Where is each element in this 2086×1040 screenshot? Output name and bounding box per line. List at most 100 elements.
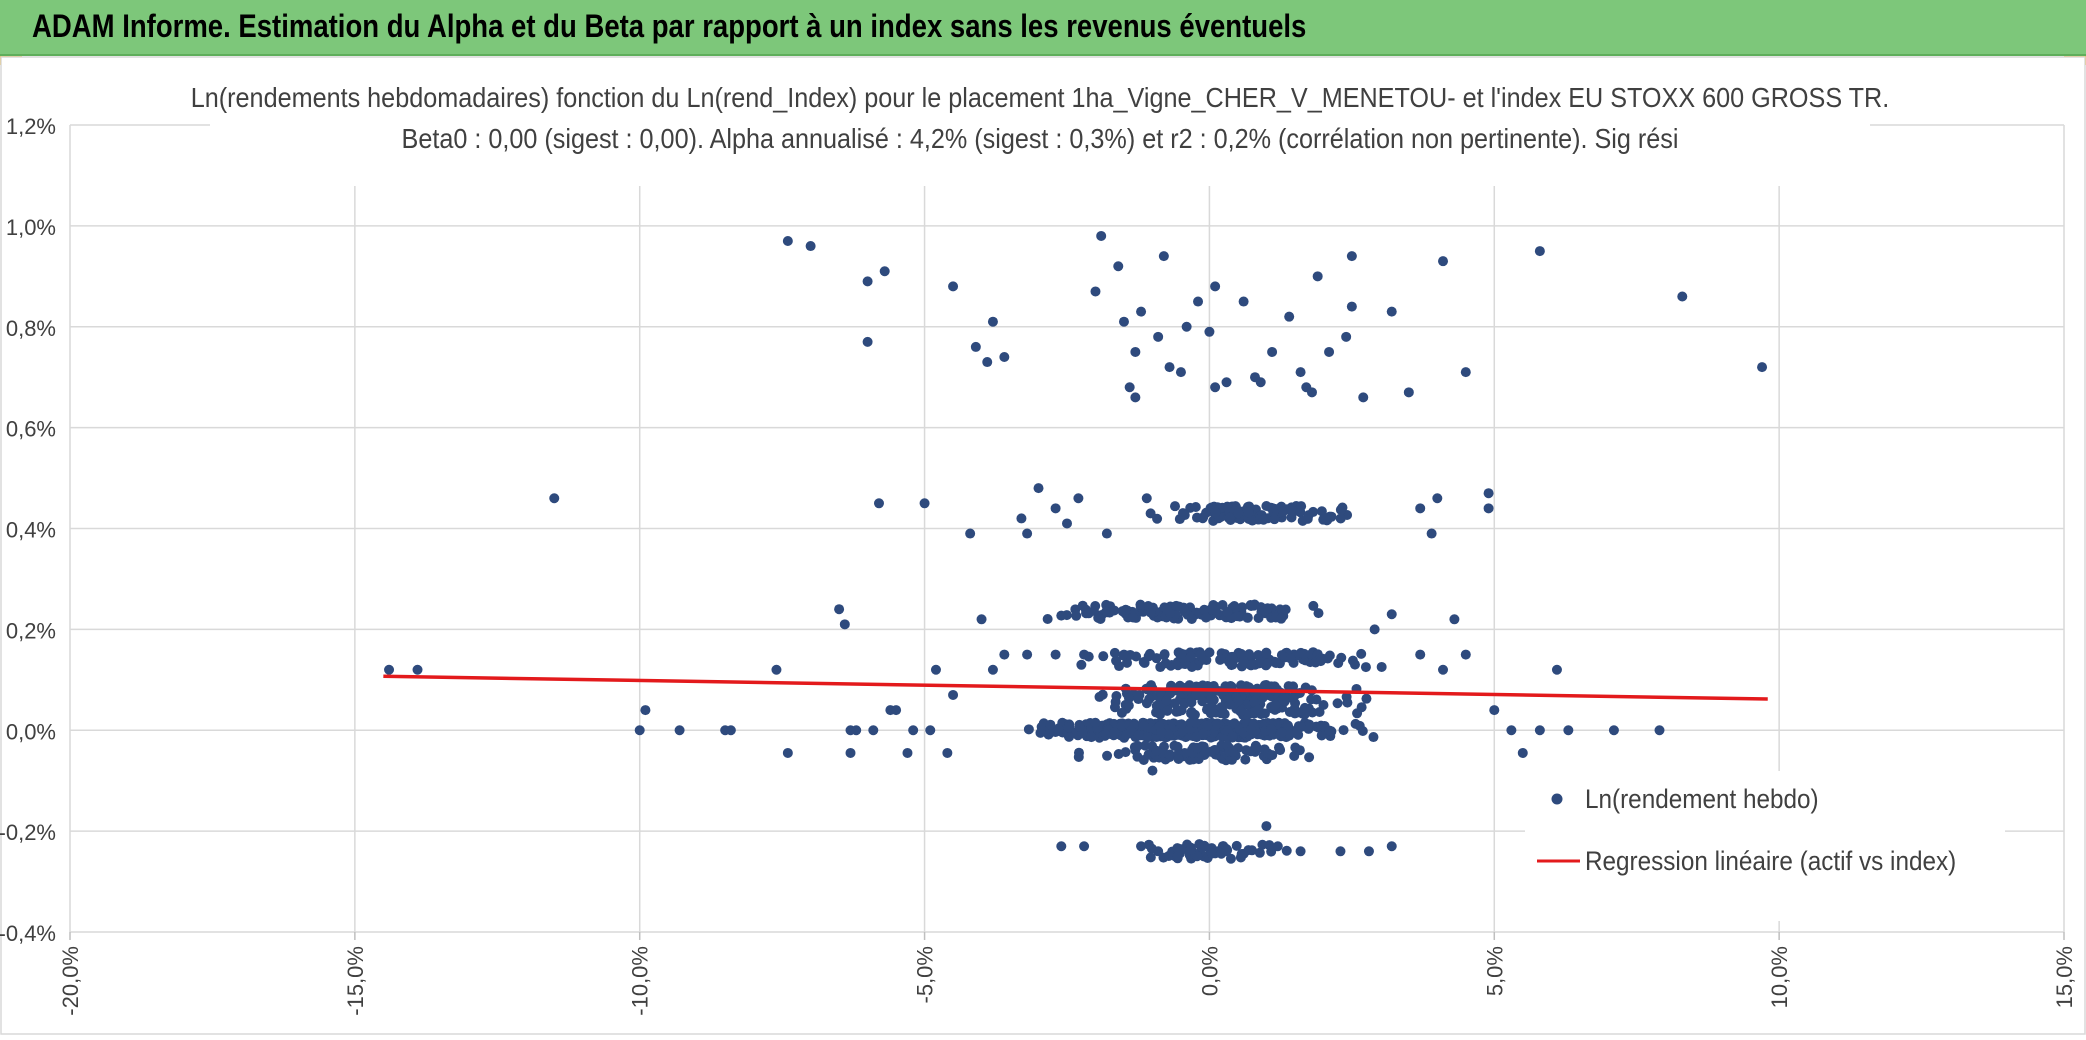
chart-area: -20,0% -15,0% -10,0% -5,0% 0,0% 5,0% 10,0% 15,0… bbox=[0, 56, 2086, 1035]
scatter-point bbox=[1145, 508, 1156, 519]
scatter-point bbox=[1170, 501, 1181, 512]
scatter-point bbox=[1563, 725, 1574, 736]
scatter-point bbox=[1221, 377, 1232, 388]
scatter-point bbox=[1113, 261, 1124, 272]
scatter-point bbox=[1130, 346, 1141, 357]
scatter-point bbox=[1197, 696, 1208, 707]
scatter-point bbox=[1231, 840, 1242, 851]
scatter-point bbox=[384, 664, 395, 675]
scatter-point bbox=[1261, 821, 1272, 832]
scatter-point bbox=[412, 664, 423, 675]
scatter-point bbox=[1551, 664, 1562, 675]
scatter-point bbox=[834, 604, 845, 615]
scatter-point bbox=[1489, 705, 1500, 716]
scatter-point bbox=[1109, 605, 1120, 616]
scatter-point bbox=[1190, 717, 1201, 728]
scatter-point bbox=[1483, 488, 1494, 499]
scatter-point bbox=[1109, 727, 1120, 738]
scatter-point bbox=[1074, 721, 1085, 732]
scatter-point bbox=[1415, 649, 1426, 660]
scatter-point bbox=[1360, 662, 1371, 673]
scatter-point bbox=[948, 689, 959, 700]
scatter-point bbox=[1173, 754, 1184, 765]
scatter-point bbox=[634, 725, 645, 736]
scatter-point bbox=[1050, 649, 1061, 660]
scatter-point bbox=[1056, 610, 1067, 621]
scatter-point bbox=[1088, 605, 1099, 616]
scatter-point bbox=[782, 747, 793, 758]
scatter-point bbox=[873, 498, 884, 509]
x-tick-label: -5,0% bbox=[913, 946, 938, 1003]
scatter-point bbox=[1308, 600, 1319, 611]
scatter-point bbox=[1205, 746, 1216, 757]
scatter-point bbox=[1357, 726, 1368, 737]
scatter-point bbox=[1272, 841, 1283, 852]
scatter-point bbox=[1142, 732, 1153, 743]
scatter-point bbox=[1225, 853, 1236, 864]
scatter-point bbox=[1295, 367, 1306, 378]
scatter-point bbox=[1295, 846, 1306, 857]
scatter-point bbox=[930, 664, 941, 675]
scatter-point bbox=[674, 725, 685, 736]
scatter-point bbox=[845, 747, 856, 758]
x-tick-label: 5,0% bbox=[1482, 946, 1507, 996]
scatter-point bbox=[1177, 508, 1188, 519]
scatter-point bbox=[1053, 725, 1064, 736]
scatter-point bbox=[1284, 311, 1295, 322]
x-tick-label: -10,0% bbox=[628, 946, 653, 1016]
scatter-point bbox=[1449, 614, 1460, 625]
scatter-chart: -20,0% -15,0% -10,0% -5,0% 0,0% 5,0% 10,0% 15,0… bbox=[0, 56, 2086, 1035]
scatter-point bbox=[1322, 653, 1333, 664]
scatter-point bbox=[725, 725, 736, 736]
scatter-point bbox=[1178, 602, 1189, 613]
scatter-point bbox=[1204, 647, 1215, 658]
scatter-point bbox=[1120, 604, 1131, 615]
scatter-point bbox=[640, 705, 651, 716]
scatter-point bbox=[1269, 514, 1280, 525]
scatter-point bbox=[1133, 694, 1144, 705]
y-tick-label: 1,2% bbox=[6, 114, 56, 139]
scatter-point bbox=[879, 266, 890, 277]
scatter-point bbox=[1332, 698, 1343, 709]
scatter-point bbox=[839, 619, 850, 630]
scatter-point bbox=[1207, 604, 1218, 615]
scatter-point bbox=[1320, 513, 1331, 524]
y-tick-label: -0,4% bbox=[0, 921, 56, 946]
scatter-point bbox=[1143, 651, 1154, 662]
scatter-point bbox=[1207, 703, 1218, 714]
scatter-point bbox=[1077, 600, 1088, 611]
scatter-point bbox=[1145, 852, 1156, 863]
scatter-point bbox=[1162, 705, 1173, 716]
scatter-point bbox=[999, 352, 1010, 363]
scatter-point bbox=[1042, 613, 1053, 624]
scatter-point bbox=[1116, 721, 1127, 732]
scatter-point bbox=[902, 747, 913, 758]
scatter-point bbox=[851, 725, 862, 736]
scatter-point bbox=[1216, 848, 1227, 859]
scatter-point bbox=[1335, 846, 1346, 857]
scatter-point bbox=[1261, 679, 1272, 690]
scatter-point bbox=[1302, 513, 1313, 524]
scatter-point bbox=[1252, 704, 1263, 715]
scatter-point bbox=[1335, 513, 1346, 524]
scatter-point bbox=[1246, 660, 1257, 671]
scatter-point bbox=[1432, 493, 1443, 504]
scatter-point bbox=[1195, 648, 1206, 659]
scatter-point bbox=[1100, 729, 1111, 740]
scatter-point bbox=[1386, 306, 1397, 317]
scatter-point bbox=[1238, 296, 1249, 307]
scatter-point bbox=[1246, 845, 1257, 856]
x-tick-label: 10,0% bbox=[1767, 946, 1792, 1008]
scatter-point bbox=[1278, 506, 1289, 517]
regression-line-group bbox=[383, 674, 1768, 701]
scatter-point bbox=[1164, 362, 1175, 373]
scatter-point bbox=[1285, 653, 1296, 664]
scatter-point bbox=[1193, 296, 1204, 307]
scatter-point bbox=[1158, 251, 1169, 262]
scatter-point bbox=[1346, 301, 1357, 312]
scatter-point bbox=[1368, 732, 1379, 743]
scatter-point bbox=[1338, 725, 1349, 736]
scatter-point bbox=[1235, 706, 1246, 717]
scatter-point bbox=[1062, 518, 1072, 529]
scatter-point bbox=[1076, 659, 1087, 670]
